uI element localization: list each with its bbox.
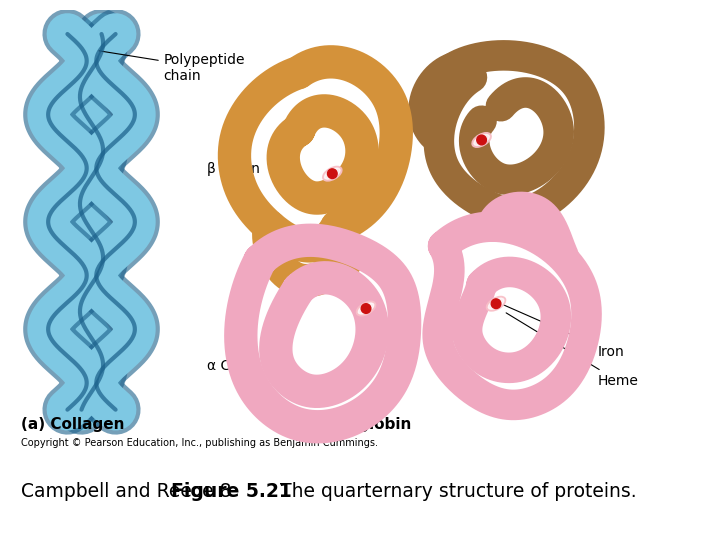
Text: (b) Hemoglobin: (b) Hemoglobin xyxy=(279,417,412,431)
Text: Copyright © Pearson Education, Inc., publishing as Benjamin Cummings.: Copyright © Pearson Education, Inc., pub… xyxy=(21,438,378,448)
Ellipse shape xyxy=(474,134,490,145)
Ellipse shape xyxy=(323,166,342,181)
Circle shape xyxy=(361,303,371,313)
Ellipse shape xyxy=(487,296,505,311)
Text: Figure 5.21: Figure 5.21 xyxy=(171,482,292,501)
Ellipse shape xyxy=(472,133,491,147)
Text: Heme: Heme xyxy=(506,313,638,388)
Text: β Chain: β Chain xyxy=(207,143,260,176)
Text: Campbell and Reece 8: Campbell and Reece 8 xyxy=(21,482,243,501)
Text: Iron: Iron xyxy=(503,305,624,359)
Ellipse shape xyxy=(356,301,376,316)
Ellipse shape xyxy=(359,303,374,314)
Circle shape xyxy=(477,135,487,145)
Text: (a) Collagen: (a) Collagen xyxy=(21,417,125,431)
Text: The quarternary structure of proteins.: The quarternary structure of proteins. xyxy=(268,482,636,501)
Circle shape xyxy=(328,169,337,179)
Circle shape xyxy=(491,299,501,308)
Ellipse shape xyxy=(325,168,340,179)
Text: Polypeptide
chain: Polypeptide chain xyxy=(99,51,246,83)
Text: α Chain: α Chain xyxy=(207,359,261,373)
Ellipse shape xyxy=(488,298,504,309)
